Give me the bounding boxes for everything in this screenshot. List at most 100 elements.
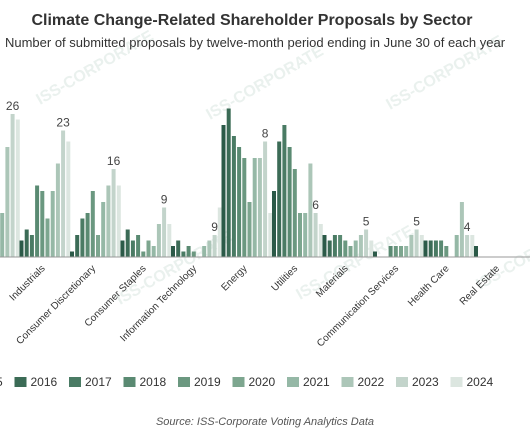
legend-label-2024: 2024 (467, 375, 494, 389)
category-label-health-care: Health Care (406, 263, 452, 309)
bar-health-care-2023 (465, 235, 470, 257)
bar-area: 26 23 16 9 9 8 6 5 5 4 (0, 99, 478, 257)
bar-financials-2023 (10, 114, 15, 257)
bar-consumer-staples-2017 (130, 240, 135, 257)
bar-information-technology-2019 (191, 251, 196, 257)
legend-swatch-2020 (232, 377, 245, 387)
category-labels: FinancialsIndustrialsConsumer Discretion… (8, 263, 503, 349)
bar-materials-2022 (358, 235, 363, 257)
bar-materials-2020 (348, 246, 353, 257)
legend-label-2016: 2016 (31, 375, 58, 389)
bar-industrials-2016 (24, 229, 29, 257)
bar-consumer-discretionary-2018 (85, 213, 90, 257)
bar-utilities-2015 (272, 191, 276, 257)
bar-consumer-staples-2016 (125, 229, 130, 257)
bar-industrials-2021 (50, 191, 55, 257)
bar-energy-2016 (226, 108, 231, 257)
bar-consumer-staples-2023 (162, 207, 167, 257)
bar-consumer-discretionary-2021 (101, 202, 106, 257)
category-label-energy: Energy (219, 263, 249, 293)
data-label-materials: 5 (363, 215, 370, 229)
bar-utilities-2024 (318, 224, 323, 257)
bar-health-care-2021 (454, 235, 459, 257)
data-label-energy: 8 (262, 127, 269, 141)
bar-consumer-staples-2018 (136, 235, 141, 257)
bar-industrials-2015 (19, 240, 24, 257)
bar-consumer-staples-2020 (146, 240, 151, 257)
data-label-communication-services: 5 (413, 215, 420, 229)
bar-communication-services-2023 (414, 229, 419, 257)
bar-information-technology-2016 (176, 240, 181, 257)
bar-consumer-discretionary-2016 (75, 235, 80, 257)
bar-utilities-2022 (308, 163, 313, 257)
bar-energy-2023 (263, 141, 268, 257)
bar-materials-2023 (364, 229, 369, 257)
legend-label-2023: 2023 (412, 375, 439, 389)
legend-label-2015: 2015 (0, 375, 3, 389)
bar-utilities-2016 (277, 141, 282, 257)
bar-energy-2015 (221, 125, 226, 257)
bar-consumer-discretionary-2017 (80, 218, 85, 257)
legend-label-2017: 2017 (85, 375, 112, 389)
legend-label-2021: 2021 (303, 375, 330, 389)
bar-energy-2024 (268, 213, 273, 257)
bar-energy-2019 (242, 158, 247, 257)
bar-utilities-2023 (313, 213, 318, 257)
bar-consumer-discretionary-2015 (70, 251, 74, 257)
watermark-text: ISS-CORPORATE (204, 42, 327, 123)
legend-label-2018: 2018 (140, 375, 167, 389)
bar-consumer-discretionary-2024 (116, 185, 121, 257)
legend-swatch-2019 (178, 377, 190, 387)
data-label-utilities: 6 (312, 198, 319, 212)
bar-financials-2024 (15, 119, 20, 257)
bar-communication-services-2019 (393, 246, 398, 257)
bar-real-estate-2015 (474, 246, 478, 257)
data-label-information-technology: 9 (211, 220, 218, 234)
bar-consumer-discretionary-2020 (96, 235, 100, 257)
data-label-health-care: 4 (464, 220, 471, 234)
source-note: Source: ISS-Corporate Voting Analytics D… (156, 416, 374, 428)
bar-industrials-2023 (61, 130, 66, 257)
bar-information-technology-2015 (171, 246, 175, 257)
bar-financials-2021 (0, 213, 5, 257)
bar-industrials-2017 (29, 235, 34, 257)
bar-utilities-2021 (303, 213, 308, 257)
legend-swatch-2024 (450, 377, 463, 387)
legend-swatch-2016 (14, 377, 27, 387)
chart-title: Climate Change-Related Shareholder Propo… (31, 12, 472, 29)
bar-health-care-2017 (433, 240, 438, 257)
bar-materials-2019 (343, 240, 348, 257)
bar-consumer-staples-2024 (167, 224, 172, 257)
bar-materials-2016 (327, 240, 332, 257)
legend-label-2019: 2019 (194, 375, 221, 389)
data-label-consumer-staples: 9 (161, 193, 168, 207)
bar-health-care-2016 (428, 240, 433, 257)
bar-information-technology-2018 (186, 246, 191, 257)
bar-utilities-2018 (287, 147, 292, 257)
bar-information-technology-2017 (181, 251, 186, 257)
bar-materials-2017 (332, 235, 337, 257)
legend-label-2020: 2020 (249, 375, 276, 389)
bar-materials-2015 (322, 235, 327, 257)
bar-energy-2017 (231, 136, 236, 257)
bar-industrials-2020 (45, 218, 50, 257)
legend: 2015 2016 2017 2018 2019 2020 2021 2022 2023 2024 (0, 375, 494, 389)
bar-communication-services-2015 (373, 251, 377, 257)
legend-swatch-2017 (69, 377, 81, 387)
legend-label-2022: 2022 (358, 375, 385, 389)
legend-swatch-2022 (341, 377, 354, 387)
bar-utilities-2017 (282, 125, 287, 257)
bar-communication-services-2022 (409, 235, 414, 257)
bar-financials-2022 (5, 147, 10, 257)
bar-utilities-2020 (298, 213, 302, 257)
bar-utilities-2019 (292, 169, 297, 257)
bar-consumer-staples-2021 (151, 246, 156, 257)
legend-swatch-2021 (287, 377, 299, 387)
bar-communication-services-2020 (399, 246, 403, 257)
legend-swatch-2023 (396, 377, 408, 387)
category-label-industrials: Industrials (8, 263, 48, 303)
bar-health-care-2022 (459, 202, 464, 257)
bar-health-care-2019 (444, 246, 449, 257)
bar-health-care-2018 (439, 240, 444, 257)
bar-energy-2022 (257, 158, 262, 257)
